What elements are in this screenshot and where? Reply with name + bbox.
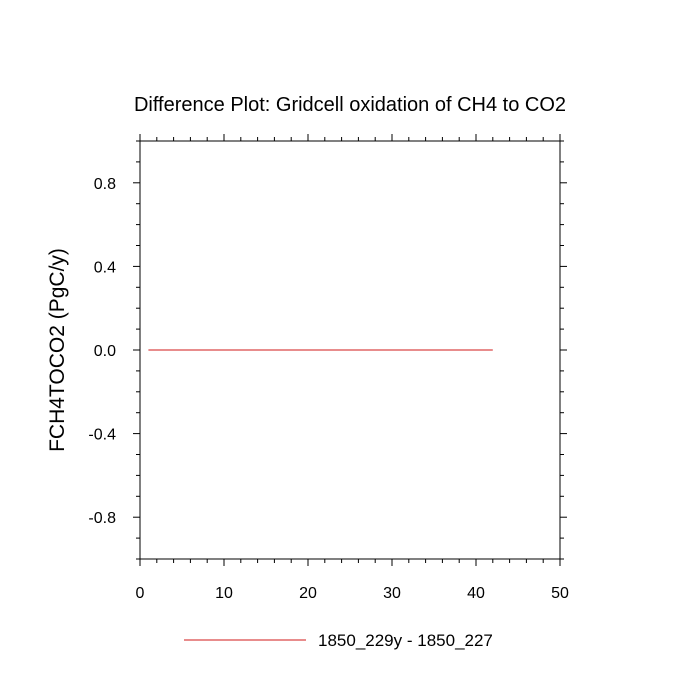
x-tick-label: 20 (299, 585, 317, 602)
x-tick-label: 10 (215, 585, 233, 602)
x-tick-label: 40 (467, 585, 485, 602)
legend-series-label: 1850_229y - 1850_227 (318, 631, 493, 650)
y-tick-label: -0.4 (88, 427, 116, 444)
y-tick-label: 0.8 (94, 176, 116, 193)
x-tick-label: 50 (551, 585, 569, 602)
y-axis-label: FCH4TOCO2 (PgC/y) (46, 248, 69, 452)
plot-frame (139, 140, 561, 560)
y-tick-label: -0.8 (88, 510, 116, 527)
x-tick-label: 0 (136, 585, 145, 602)
y-tick-label: 0.4 (94, 259, 116, 276)
legend: 1850_229y - 1850_227 (184, 631, 493, 650)
y-tick-label: 0.0 (94, 343, 116, 360)
x-tick-label: 30 (383, 585, 401, 602)
axis-ticks: 0 10 20 30 40 50 -0.8 -0.4 0.0 0.4 0.8 (88, 134, 569, 602)
chart-title: Difference Plot: Gridcell oxidation of C… (134, 94, 566, 116)
